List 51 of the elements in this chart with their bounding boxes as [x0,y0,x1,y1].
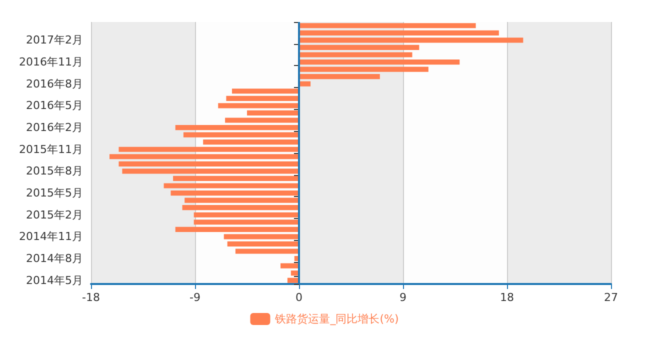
x-tick-label: -9 [190,291,200,304]
y-tick-label: 2016年11月 [19,56,83,69]
bar [170,190,299,196]
y-tick-label: 2014年11月 [19,230,83,244]
y-tick-label: 2016年2月 [26,121,83,134]
x-tick-label: 0 [296,291,302,304]
bar [232,88,299,94]
y-tick-label: 2014年5月 [26,274,83,287]
legend-label: 铁路货运量_同比增长(%) [274,312,399,326]
bar [299,30,499,36]
y-tick-label: 2016年5月 [26,99,83,112]
x-tick-label: 27 [604,291,618,304]
bar [203,140,299,145]
bar [235,248,299,254]
bar [299,38,524,43]
bar [227,241,299,247]
y-tick-label: 2015年2月 [26,208,83,222]
bar [122,168,299,174]
y-tick-label: 2015年8月 [26,164,83,178]
bar [173,176,299,182]
bar [218,103,299,108]
bar [299,74,380,80]
bar [226,96,299,101]
y-tick-label: 2015年5月 [26,186,83,200]
bar [182,205,299,210]
y-tick-label: 2014年8月 [26,252,83,266]
bar [118,161,299,166]
x-tick-label: 9 [400,291,406,304]
y-tick-label: 2016年8月 [26,77,83,90]
y-tick-label: 2015年11月 [19,142,83,156]
y-tick-label: 2017年2月 [26,34,83,47]
x-tick-label: -18 [82,291,100,304]
bar [194,212,299,218]
bar [194,220,299,225]
bar [175,226,299,232]
bar [224,234,299,240]
bar [299,52,412,58]
bar [109,154,299,160]
bar [175,124,299,130]
bar [225,118,299,123]
bar [299,44,420,50]
bar [184,198,299,203]
bar [299,23,476,28]
bar [247,110,299,116]
bar [118,146,299,152]
bar [299,66,428,72]
bar [299,59,460,65]
bar [280,263,299,268]
bar [164,183,299,188]
x-tick-label: 18 [500,291,514,304]
bar [183,132,299,138]
